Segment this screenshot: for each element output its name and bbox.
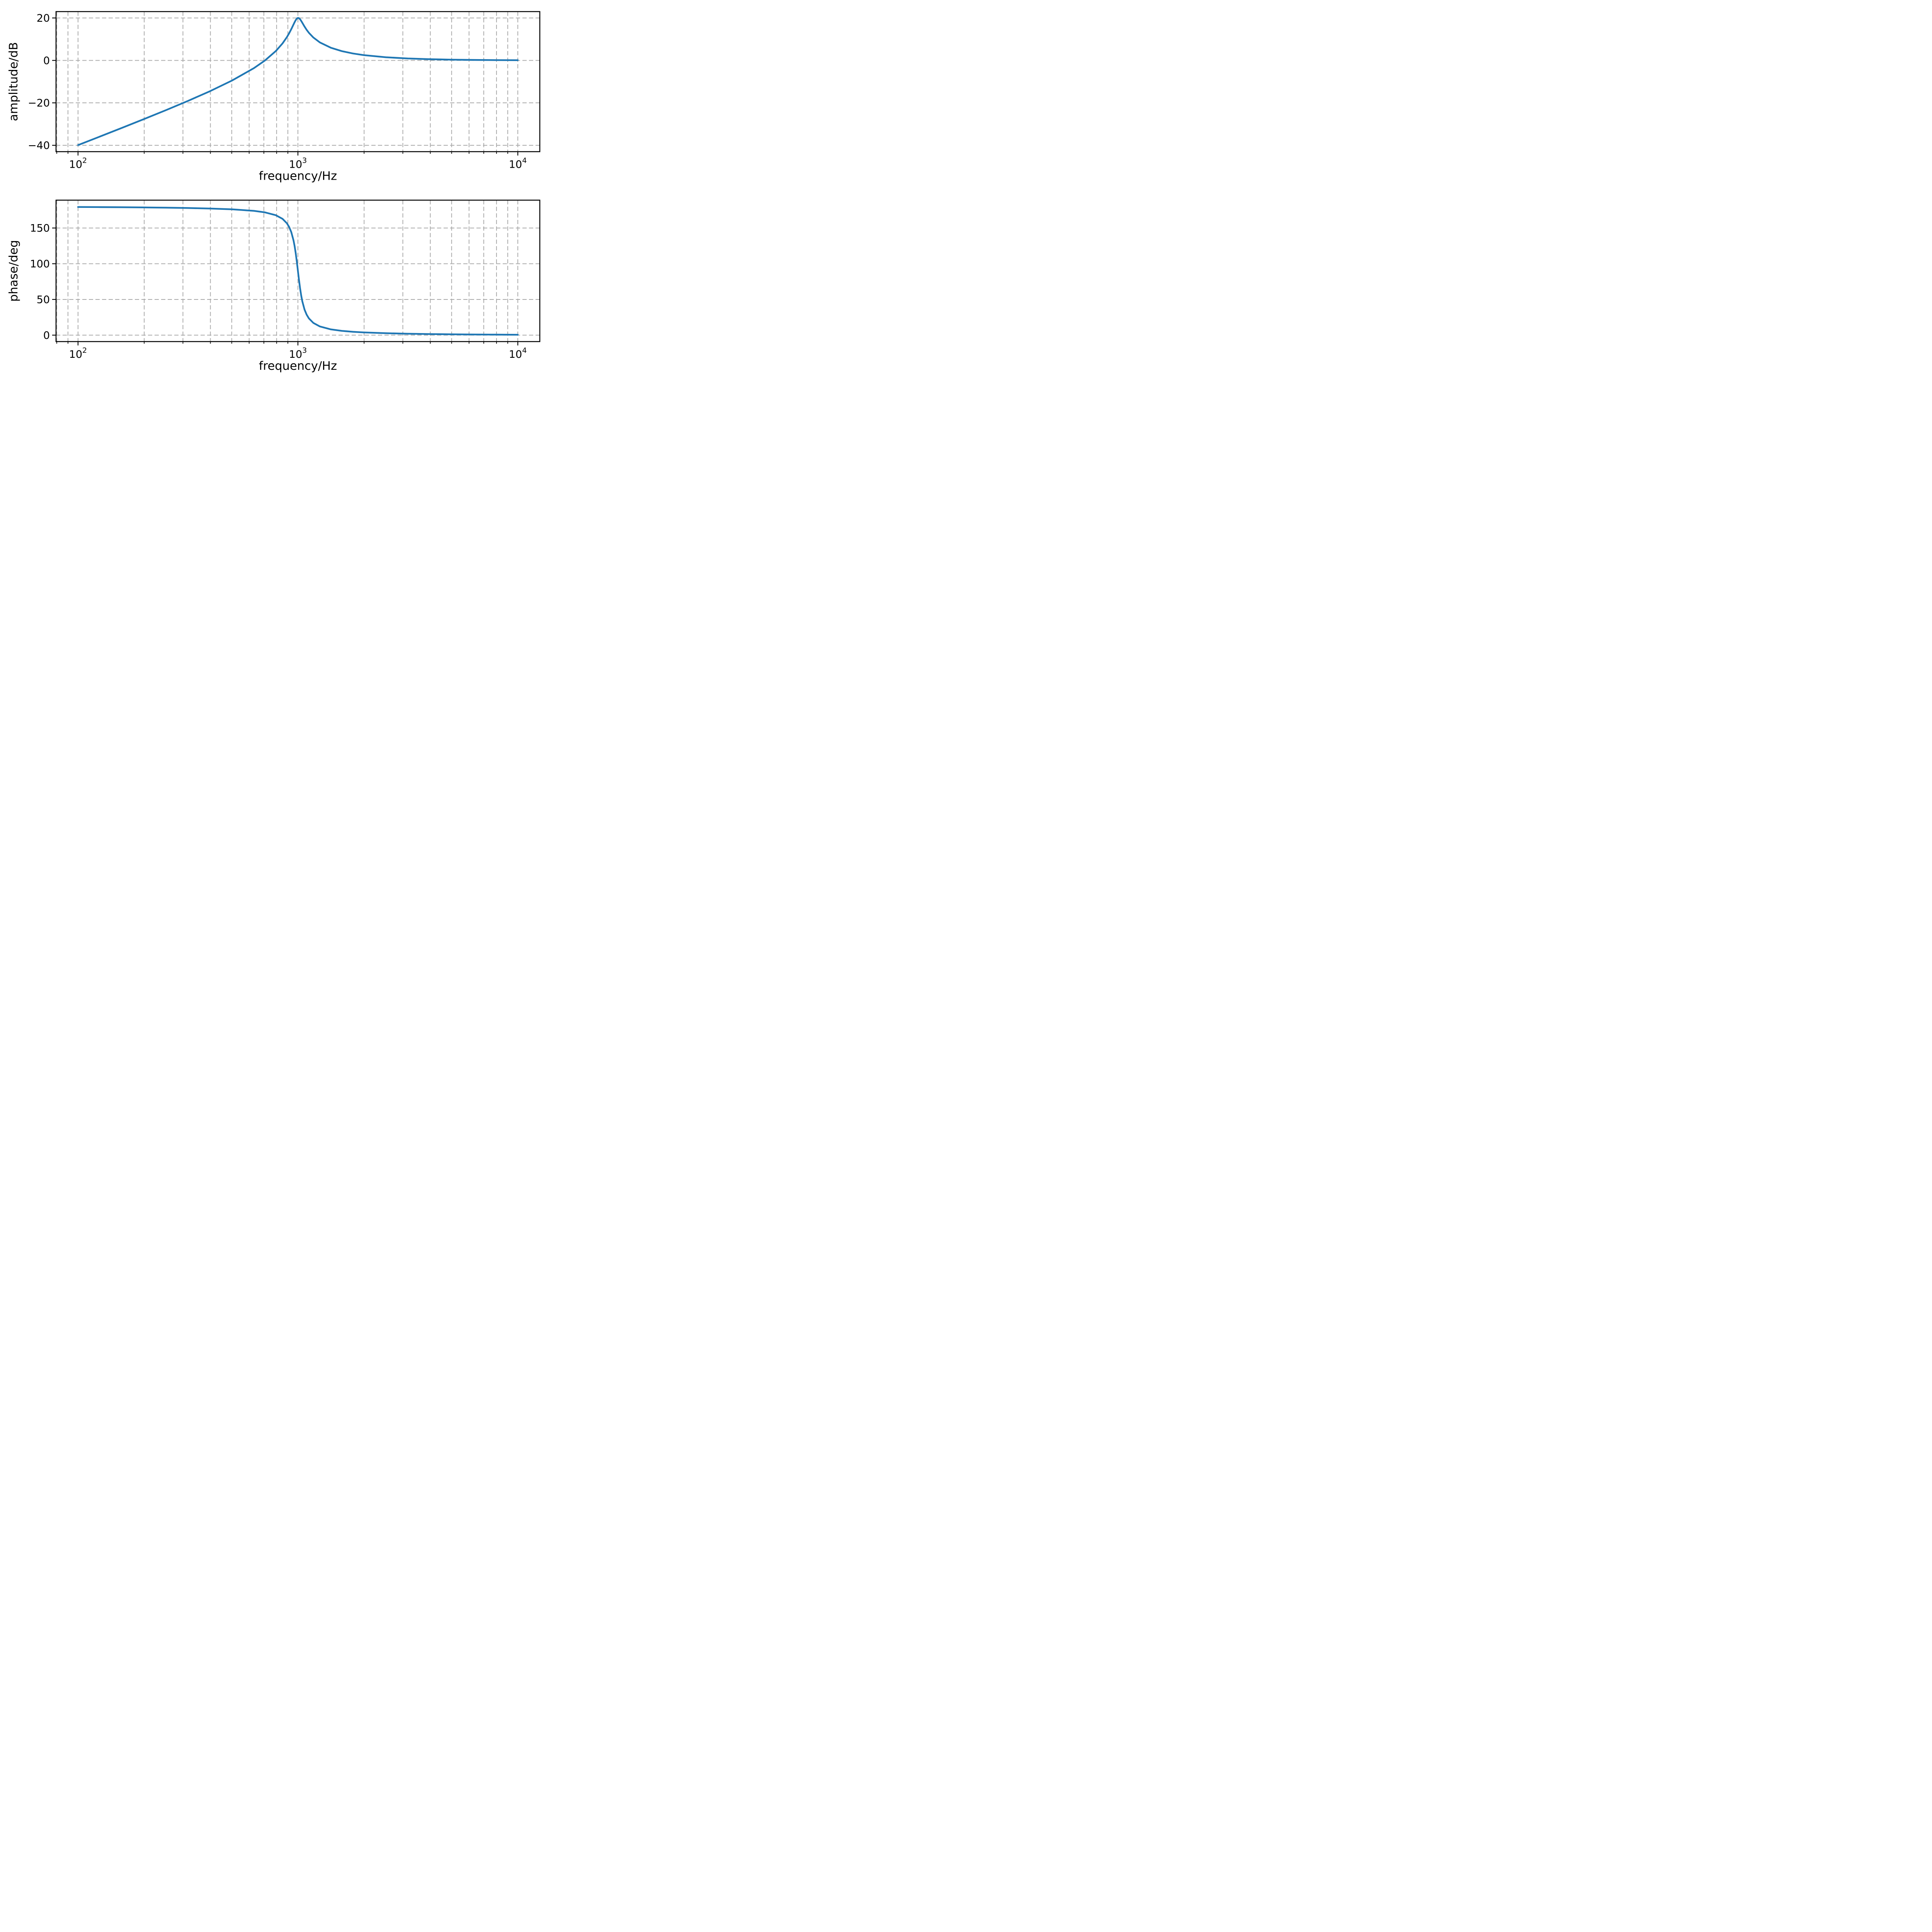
- y-tick-label: 0: [43, 330, 50, 342]
- phase-curve: [77, 206, 519, 336]
- x-tick-label: 104: [509, 156, 527, 171]
- amplitude-axes: 102 103 104 20 0 −20 −40 frequency/Hz amplitude/…: [7, 11, 541, 183]
- x-axis-label: frequency/Hz: [259, 170, 337, 183]
- bode-figure-container: 102 103 104 20 0 −20 −40 frequency/Hz amplitude/…: [0, 0, 541, 386]
- axes-spines: [55, 199, 541, 342]
- phase-axes: 102 103 104 150 100 50 0 frequency/Hz phase/deg: [7, 199, 541, 373]
- bode-plot-svg: 102 103 104 20 0 −20 −40 frequency/Hz amplitude/…: [7, 11, 541, 373]
- x-tick-label: 103: [289, 156, 307, 171]
- y-tick-label: 50: [37, 294, 50, 306]
- y-tick-label: 0: [43, 55, 50, 67]
- y-tick-label: 100: [30, 258, 50, 270]
- x-tick-label: 103: [289, 346, 307, 361]
- x-tick-label: 102: [69, 346, 87, 361]
- y-axis-label: amplitude/dB: [7, 42, 20, 121]
- y-axis-label: phase/deg: [7, 240, 20, 302]
- y-tick-label: 150: [30, 223, 50, 235]
- axes-spines: [55, 11, 541, 152]
- x-tick-label: 104: [509, 346, 527, 361]
- x-tick-label: 102: [69, 156, 87, 171]
- y-tick-label: −20: [28, 97, 50, 109]
- x-axis-label: frequency/Hz: [259, 359, 337, 373]
- y-tick-label: −40: [28, 139, 50, 151]
- y-tick-label: 20: [37, 12, 50, 24]
- amplitude-curve: [77, 17, 519, 146]
